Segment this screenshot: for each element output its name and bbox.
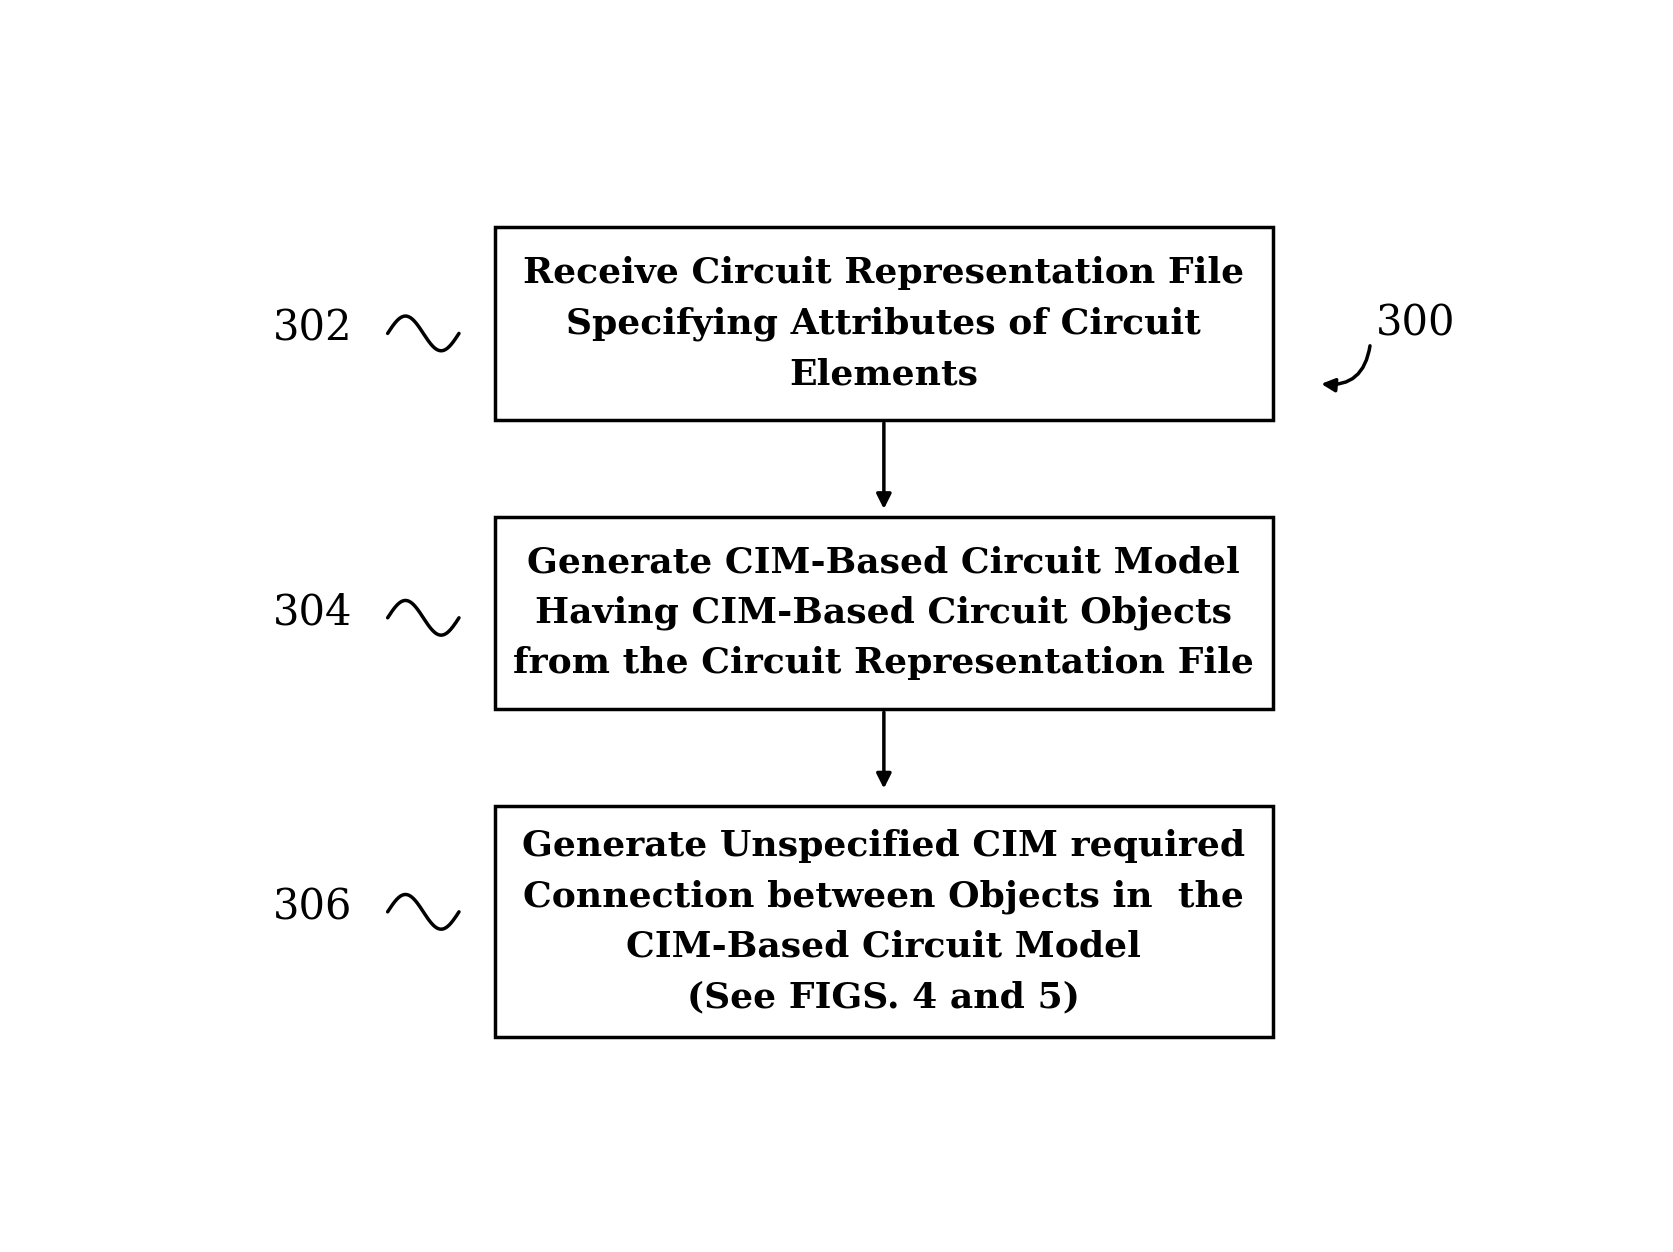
Bar <box>495 806 1271 1037</box>
Text: 304: 304 <box>273 592 353 634</box>
Text: 300: 300 <box>1375 303 1454 344</box>
Bar <box>495 228 1271 421</box>
Text: Receive Circuit Representation File
Specifying Attributes of Circuit
Elements: Receive Circuit Representation File Spec… <box>524 257 1243 391</box>
Bar <box>495 517 1271 710</box>
Text: 306: 306 <box>273 886 353 928</box>
Text: 302: 302 <box>273 308 353 349</box>
Text: Generate Unspecified CIM required
Connection between Objects in  the
CIM-Based C: Generate Unspecified CIM required Connec… <box>522 829 1245 1014</box>
Text: Generate CIM-Based Circuit Model
Having CIM-Based Circuit Objects
from the Circu: Generate CIM-Based Circuit Model Having … <box>514 546 1253 680</box>
